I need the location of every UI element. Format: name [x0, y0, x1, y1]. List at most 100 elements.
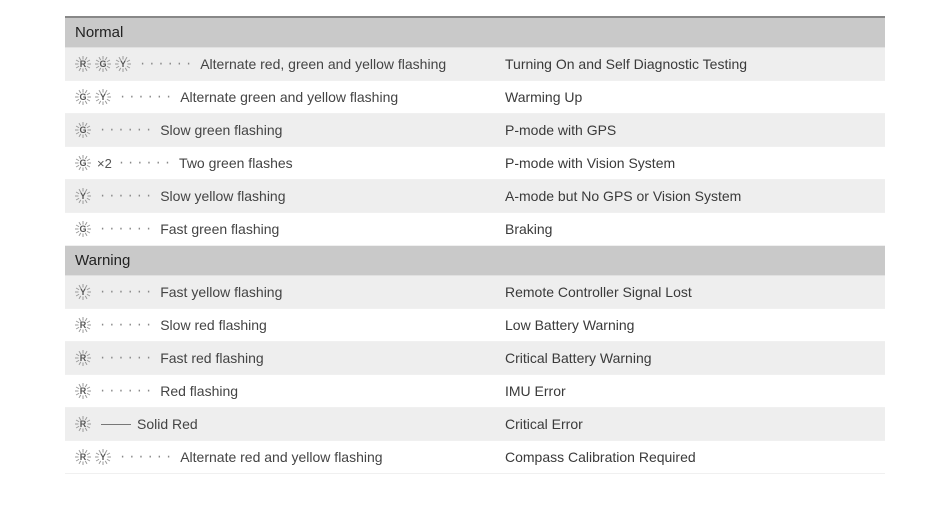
connector-dots: ······	[119, 450, 174, 464]
multiplier-label: ×2	[97, 156, 112, 171]
led-icon: R	[75, 383, 91, 399]
led-letter: R	[80, 419, 87, 429]
pattern-cell: GY ······ Alternate green and yellow flash…	[75, 89, 505, 105]
meaning-cell: IMU Error	[505, 383, 875, 399]
pattern-cell: R ······ Fast red flashing	[75, 350, 505, 366]
table-row: R ······ Slow red flashing Low Battery Warn…	[65, 309, 885, 342]
led-letter: Y	[100, 452, 106, 462]
connector-dots: ······	[99, 384, 154, 398]
table-row: RY······Alternate red and yellow flashin…	[65, 441, 885, 474]
led-icon: G	[75, 221, 91, 237]
led-letter: G	[99, 59, 106, 69]
led-group: R	[75, 350, 91, 366]
pattern-label: Slow green flashing	[160, 122, 282, 138]
pattern-cell: G······Fast green flashing	[75, 221, 505, 237]
connector-dots: ······	[99, 189, 154, 203]
led-icon: G	[75, 89, 91, 105]
connector-dots: ······	[119, 90, 174, 104]
connector-dots: ······	[99, 285, 154, 299]
pattern-cell: R Solid Red	[75, 416, 505, 432]
pattern-label: Slow red flashing	[160, 317, 267, 333]
led-group: Y	[75, 188, 91, 204]
pattern-cell: RY······Alternate red and yellow flashin…	[75, 449, 505, 465]
table-row: R Solid Red Critical Error	[65, 408, 885, 441]
led-icon: G	[95, 56, 111, 72]
table-row: R ······ Red flashing IMU Error	[65, 375, 885, 408]
meaning-cell: A-mode but No GPS or Vision System	[505, 188, 875, 204]
table-row: R G Y ······ Alternate red, green and yellow…	[65, 48, 885, 81]
pattern-label: Slow yellow flashing	[160, 188, 285, 204]
table-row: G ×2 ······ Two green flashes P-mode with Vi…	[65, 147, 885, 180]
led-letter: G	[79, 125, 86, 135]
meaning-cell: Remote Controller Signal Lost	[505, 284, 875, 300]
connector-dots: ······	[99, 318, 154, 332]
led-group: Y	[75, 284, 91, 300]
connector-dots: ······	[139, 57, 194, 71]
pattern-cell: R G Y ······ Alternate red, green and yellow…	[75, 56, 505, 72]
led-group: RGY	[75, 56, 131, 72]
pattern-label: Solid Red	[137, 416, 198, 432]
pattern-cell: G ······ Slow green flashing	[75, 122, 505, 138]
table-row: Y ······ Fast yellow flashing Remote Contro…	[65, 276, 885, 309]
led-icon: G	[75, 122, 91, 138]
led-status-table: NormalRGY······Alternate red, green and …	[65, 16, 885, 474]
pattern-cell: R ······ Red flashing	[75, 383, 505, 399]
section-header: Warning	[65, 246, 885, 276]
meaning-cell: P-mode with Vision System	[505, 155, 875, 171]
pattern-label: Fast red flashing	[160, 350, 264, 366]
meaning-cell: Turning On and Self Diagnostic Testing	[505, 56, 875, 72]
table-row: G······Fast green flashingBraking	[65, 213, 885, 246]
meaning-cell: Critical Error	[505, 416, 875, 432]
led-icon: Y	[95, 89, 111, 105]
led-group: G	[75, 155, 91, 171]
table-row: Y ······ Slow yellow flashing A-mode but No…	[65, 180, 885, 213]
pattern-label: Two green flashes	[179, 155, 293, 171]
led-letter: R	[80, 320, 87, 330]
connector-dots: ······	[99, 123, 154, 137]
connector-dots: ······	[118, 156, 173, 170]
table-row: G ······ Slow green flashing P-mode with GP…	[65, 114, 885, 147]
led-letter: G	[79, 224, 86, 234]
led-letter: Y	[120, 59, 126, 69]
connector-dots: ······	[99, 351, 154, 365]
meaning-cell: Compass Calibration Required	[505, 449, 875, 465]
led-group: G	[75, 221, 91, 237]
pattern-label: Alternate red and yellow flashing	[180, 449, 382, 465]
meaning-cell: Low Battery Warning	[505, 317, 875, 333]
led-letter: R	[80, 59, 87, 69]
led-group: RY	[75, 449, 111, 465]
pattern-label: Alternate red, green and yellow flashing	[200, 56, 446, 72]
led-letter: G	[79, 158, 86, 168]
pattern-cell: R ······ Slow red flashing	[75, 317, 505, 333]
pattern-cell: G ×2 ······ Two green flashes	[75, 155, 505, 171]
led-icon: G	[75, 155, 91, 171]
led-icon: R	[75, 416, 91, 432]
led-letter: Y	[80, 191, 86, 201]
led-group: R	[75, 383, 91, 399]
led-icon: R	[75, 449, 91, 465]
pattern-label: Fast yellow flashing	[160, 284, 282, 300]
pattern-label: Alternate green and yellow flashing	[180, 89, 398, 105]
led-icon: R	[75, 317, 91, 333]
led-icon: Y	[75, 188, 91, 204]
led-letter: R	[80, 386, 87, 396]
led-letter: R	[80, 353, 87, 363]
led-icon: Y	[115, 56, 131, 72]
meaning-cell: P-mode with GPS	[505, 122, 875, 138]
meaning-cell: Critical Battery Warning	[505, 350, 875, 366]
pattern-label: Fast green flashing	[160, 221, 279, 237]
led-group: R	[75, 416, 91, 432]
led-letter: G	[79, 92, 86, 102]
led-icon: R	[75, 56, 91, 72]
pattern-label: Red flashing	[160, 383, 238, 399]
led-letter: R	[80, 452, 87, 462]
section-header: Normal	[65, 18, 885, 48]
meaning-cell: Warming Up	[505, 89, 875, 105]
pattern-cell: Y ······ Fast yellow flashing	[75, 284, 505, 300]
led-letter: Y	[80, 287, 86, 297]
led-icon: Y	[95, 449, 111, 465]
pattern-cell: Y ······ Slow yellow flashing	[75, 188, 505, 204]
table-row: GY ······ Alternate green and yellow flash…	[65, 81, 885, 114]
led-icon: R	[75, 350, 91, 366]
led-group: R	[75, 317, 91, 333]
